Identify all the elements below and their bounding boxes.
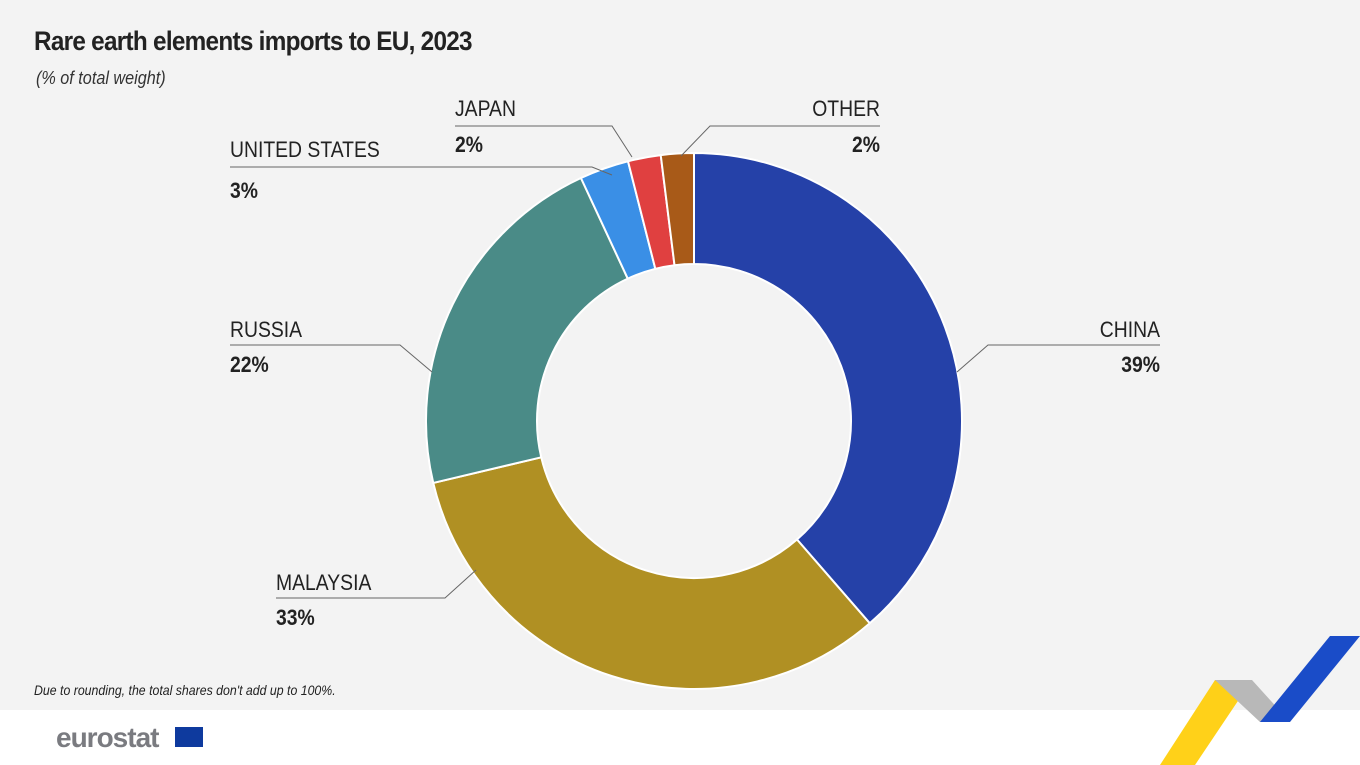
value-label-other: 2% xyxy=(852,133,880,157)
slice-china xyxy=(693,151,963,625)
label-malaysia: MALAYSIA xyxy=(276,571,372,595)
leader-line-united-states xyxy=(230,166,613,176)
value-label-united-states: 3% xyxy=(230,179,258,203)
value-label-japan: 2% xyxy=(455,133,483,157)
value-label-china: 39% xyxy=(1121,353,1160,377)
label-japan: JAPAN xyxy=(455,97,516,121)
leader-line-malaysia xyxy=(276,569,477,599)
slice-russia xyxy=(425,176,630,485)
label-china: CHINA xyxy=(1100,318,1160,342)
label-russia: RUSSIA xyxy=(230,318,302,342)
slice-malaysia xyxy=(432,456,872,690)
leader-line-japan xyxy=(455,125,633,158)
chart-title: Rare earth elements imports to EU, 2023 xyxy=(34,26,473,56)
eurostat-ribbon-decoration xyxy=(1160,636,1360,765)
leader-line-russia xyxy=(230,344,433,373)
slice-other xyxy=(659,151,695,267)
eu-flag-icon xyxy=(175,727,203,747)
label-other: OTHER xyxy=(812,97,880,121)
label-united-states: UNITED STATES xyxy=(230,138,380,162)
chart-subtitle: (% of total weight) xyxy=(36,68,166,88)
value-label-malaysia: 33% xyxy=(276,606,315,630)
leader-line-other xyxy=(680,125,880,157)
eurostat-logo: eurostat xyxy=(56,722,159,753)
value-label-russia: 22% xyxy=(230,353,269,377)
footnote: Due to rounding, the total shares don't … xyxy=(34,682,336,698)
leader-line-china xyxy=(956,344,1160,373)
